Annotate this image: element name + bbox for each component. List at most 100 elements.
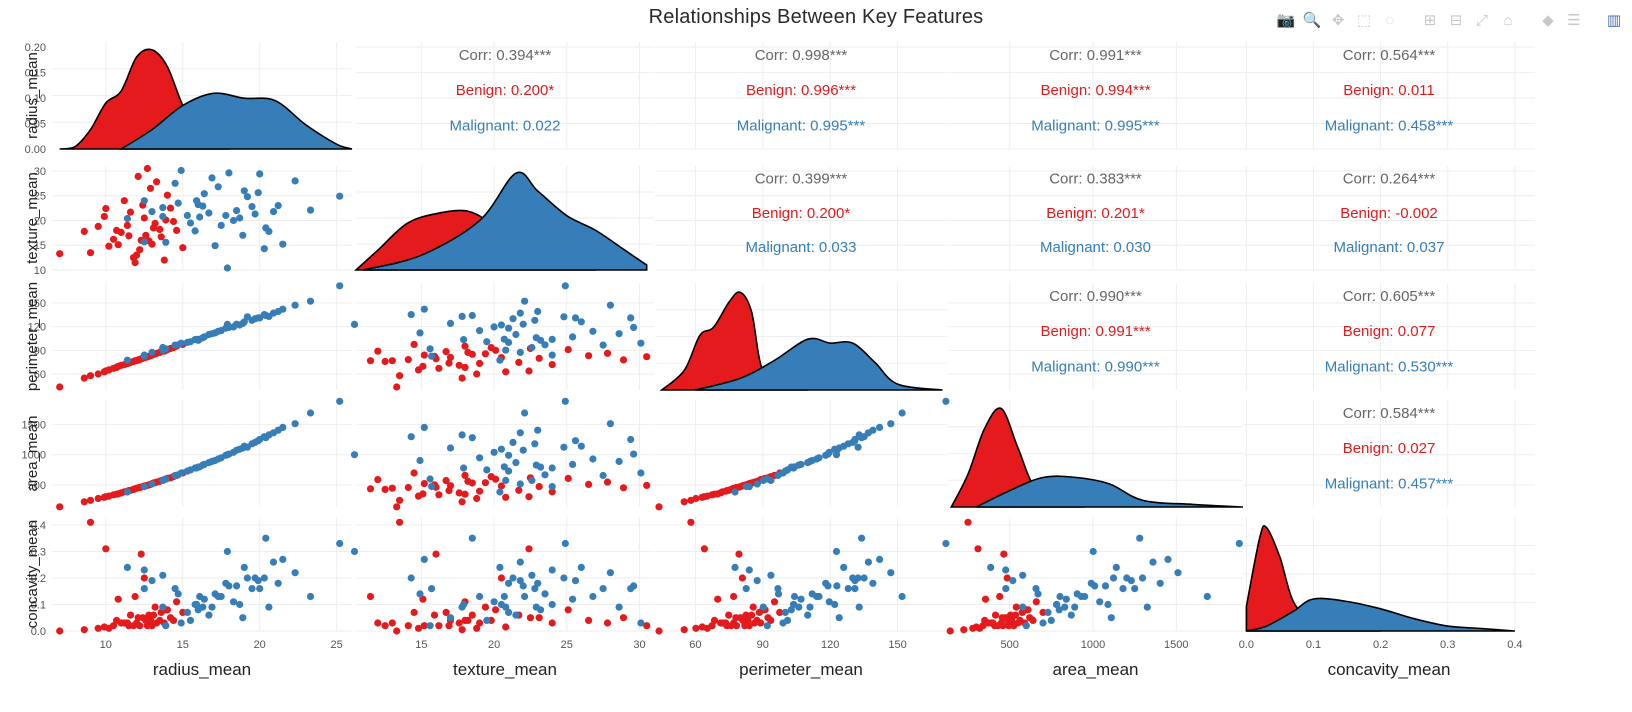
point-benign[interactable] [137, 550, 145, 558]
point-malignant[interactable] [1089, 547, 1097, 556]
point-malignant[interactable] [269, 208, 278, 216]
point-malignant[interactable] [205, 611, 213, 619]
point-malignant[interactable] [548, 483, 556, 491]
point-malignant[interactable] [753, 480, 761, 488]
point-benign[interactable] [113, 363, 121, 371]
point-malignant[interactable] [497, 600, 505, 609]
point-malignant[interactable] [256, 585, 264, 593]
point-malignant[interactable] [183, 608, 191, 617]
point-benign[interactable] [473, 624, 481, 632]
point-benign[interactable] [535, 354, 543, 362]
point-malignant[interactable] [1009, 577, 1017, 585]
point-benign[interactable] [723, 622, 731, 630]
point-malignant[interactable] [279, 240, 287, 248]
point-benign[interactable] [680, 626, 688, 634]
point-malignant[interactable] [864, 558, 873, 566]
point-malignant[interactable] [1203, 592, 1211, 601]
point-malignant[interactable] [569, 333, 577, 341]
point-malignant[interactable] [200, 190, 208, 198]
point-benign[interactable] [487, 344, 495, 352]
point-malignant[interactable] [490, 448, 498, 456]
point-malignant[interactable] [1107, 614, 1115, 622]
point-malignant[interactable] [140, 238, 148, 246]
point-benign[interactable] [149, 224, 158, 232]
point-benign[interactable] [687, 496, 695, 504]
point-benign[interactable] [173, 598, 181, 606]
point-malignant[interactable] [560, 574, 568, 582]
point-malignant[interactable] [428, 482, 436, 491]
point-malignant[interactable] [251, 210, 259, 218]
point-malignant[interactable] [548, 600, 556, 609]
point-malignant[interactable] [1077, 592, 1085, 601]
point-benign[interactable] [56, 250, 64, 258]
zoom-in-icon[interactable]: ⊞ [1423, 12, 1437, 29]
density-malignant-area[interactable] [695, 337, 943, 391]
point-benign[interactable] [374, 619, 382, 627]
point-benign[interactable] [134, 172, 142, 180]
point-malignant[interactable] [256, 170, 264, 178]
point-malignant[interactable] [512, 330, 520, 339]
point-benign[interactable] [643, 353, 651, 361]
point-benign[interactable] [404, 356, 412, 364]
point-malignant[interactable] [1019, 603, 1027, 611]
point-malignant[interactable] [1235, 539, 1243, 548]
point-benign[interactable] [131, 357, 139, 365]
point-malignant[interactable] [767, 571, 775, 579]
point-malignant[interactable] [599, 341, 607, 349]
point-malignant[interactable] [140, 483, 148, 491]
point-benign[interactable] [404, 622, 412, 630]
point-malignant[interactable] [1156, 579, 1164, 587]
point-malignant[interactable] [208, 457, 216, 465]
point-benign[interactable] [86, 496, 95, 504]
point-malignant[interactable] [509, 574, 517, 582]
density-malignant-area[interactable] [975, 475, 1244, 508]
point-malignant[interactable] [790, 592, 799, 601]
point-malignant[interactable] [509, 315, 517, 323]
point-malignant[interactable] [1112, 563, 1120, 572]
point-benign[interactable] [767, 616, 775, 625]
point-malignant[interactable] [731, 563, 739, 572]
point-malignant[interactable] [637, 339, 645, 347]
point-benign[interactable] [458, 626, 466, 634]
point-malignant[interactable] [516, 348, 524, 356]
point-benign[interactable] [123, 221, 131, 229]
point-malignant[interactable] [416, 329, 424, 337]
point-malignant[interactable] [446, 444, 455, 452]
point-benign[interactable] [156, 225, 164, 233]
point-malignant[interactable] [1047, 616, 1055, 625]
point-benign[interactable] [525, 493, 533, 501]
point-benign[interactable] [461, 616, 469, 625]
point-malignant[interactable] [774, 585, 782, 593]
point-malignant[interactable] [460, 336, 468, 344]
point-benign[interactable] [146, 184, 155, 192]
point-benign[interactable] [564, 346, 572, 354]
point-malignant[interactable] [497, 445, 505, 453]
point-benign[interactable] [468, 350, 476, 358]
point-benign[interactable] [393, 503, 401, 511]
point-benign[interactable] [393, 627, 401, 635]
point-malignant[interactable] [193, 197, 201, 205]
point-malignant[interactable] [416, 456, 424, 465]
camera-icon[interactable]: 📷 [1276, 12, 1296, 29]
point-benign[interactable] [381, 622, 389, 630]
point-malignant[interactable] [876, 423, 884, 431]
point-benign[interactable] [143, 622, 151, 630]
point-benign[interactable] [100, 212, 108, 221]
point-malignant[interactable] [214, 183, 222, 191]
point-malignant[interactable] [200, 595, 208, 603]
point-benign[interactable] [502, 493, 510, 501]
point-malignant[interactable] [731, 488, 739, 496]
point-malignant[interactable] [350, 451, 359, 459]
point-malignant[interactable] [571, 314, 580, 322]
point-malignant[interactable] [225, 450, 233, 458]
point-malignant[interactable] [476, 327, 484, 335]
point-malignant[interactable] [262, 224, 270, 232]
point-malignant[interactable] [531, 585, 539, 593]
point-malignant[interactable] [162, 345, 170, 353]
point-malignant[interactable] [1091, 582, 1099, 590]
point-malignant[interactable] [123, 563, 131, 572]
point-benign[interactable] [749, 603, 757, 611]
point-benign[interactable] [86, 518, 95, 526]
point-benign[interactable] [732, 614, 740, 622]
point-benign[interactable] [419, 595, 427, 603]
